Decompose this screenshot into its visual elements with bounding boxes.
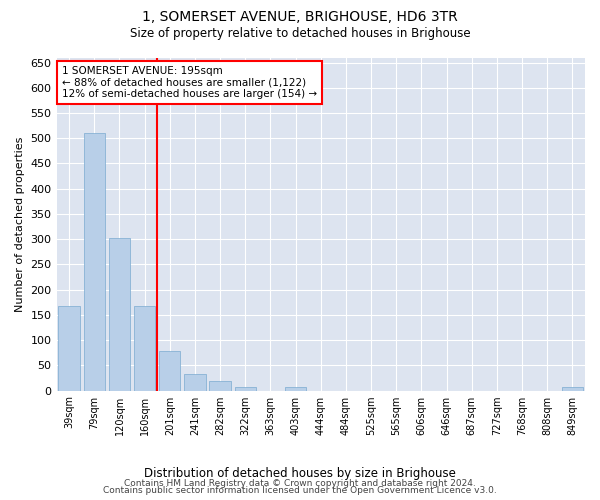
Text: Contains HM Land Registry data © Crown copyright and database right 2024.: Contains HM Land Registry data © Crown c… [124,478,476,488]
Text: Distribution of detached houses by size in Brighouse: Distribution of detached houses by size … [144,468,456,480]
Text: 1 SOMERSET AVENUE: 195sqm
← 88% of detached houses are smaller (1,122)
12% of se: 1 SOMERSET AVENUE: 195sqm ← 88% of detac… [62,66,317,99]
Bar [285,386,307,390]
Bar [209,380,231,390]
Bar [109,238,130,390]
Text: Size of property relative to detached houses in Brighouse: Size of property relative to detached ho… [130,28,470,40]
Bar [235,386,256,390]
Y-axis label: Number of detached properties: Number of detached properties [15,136,25,312]
Text: Contains public sector information licensed under the Open Government Licence v3: Contains public sector information licen… [103,486,497,495]
Bar [58,306,80,390]
Bar [562,386,583,390]
Bar [159,352,181,391]
Bar [134,306,155,390]
Bar [184,374,206,390]
Bar [83,133,105,390]
Text: 1, SOMERSET AVENUE, BRIGHOUSE, HD6 3TR: 1, SOMERSET AVENUE, BRIGHOUSE, HD6 3TR [142,10,458,24]
